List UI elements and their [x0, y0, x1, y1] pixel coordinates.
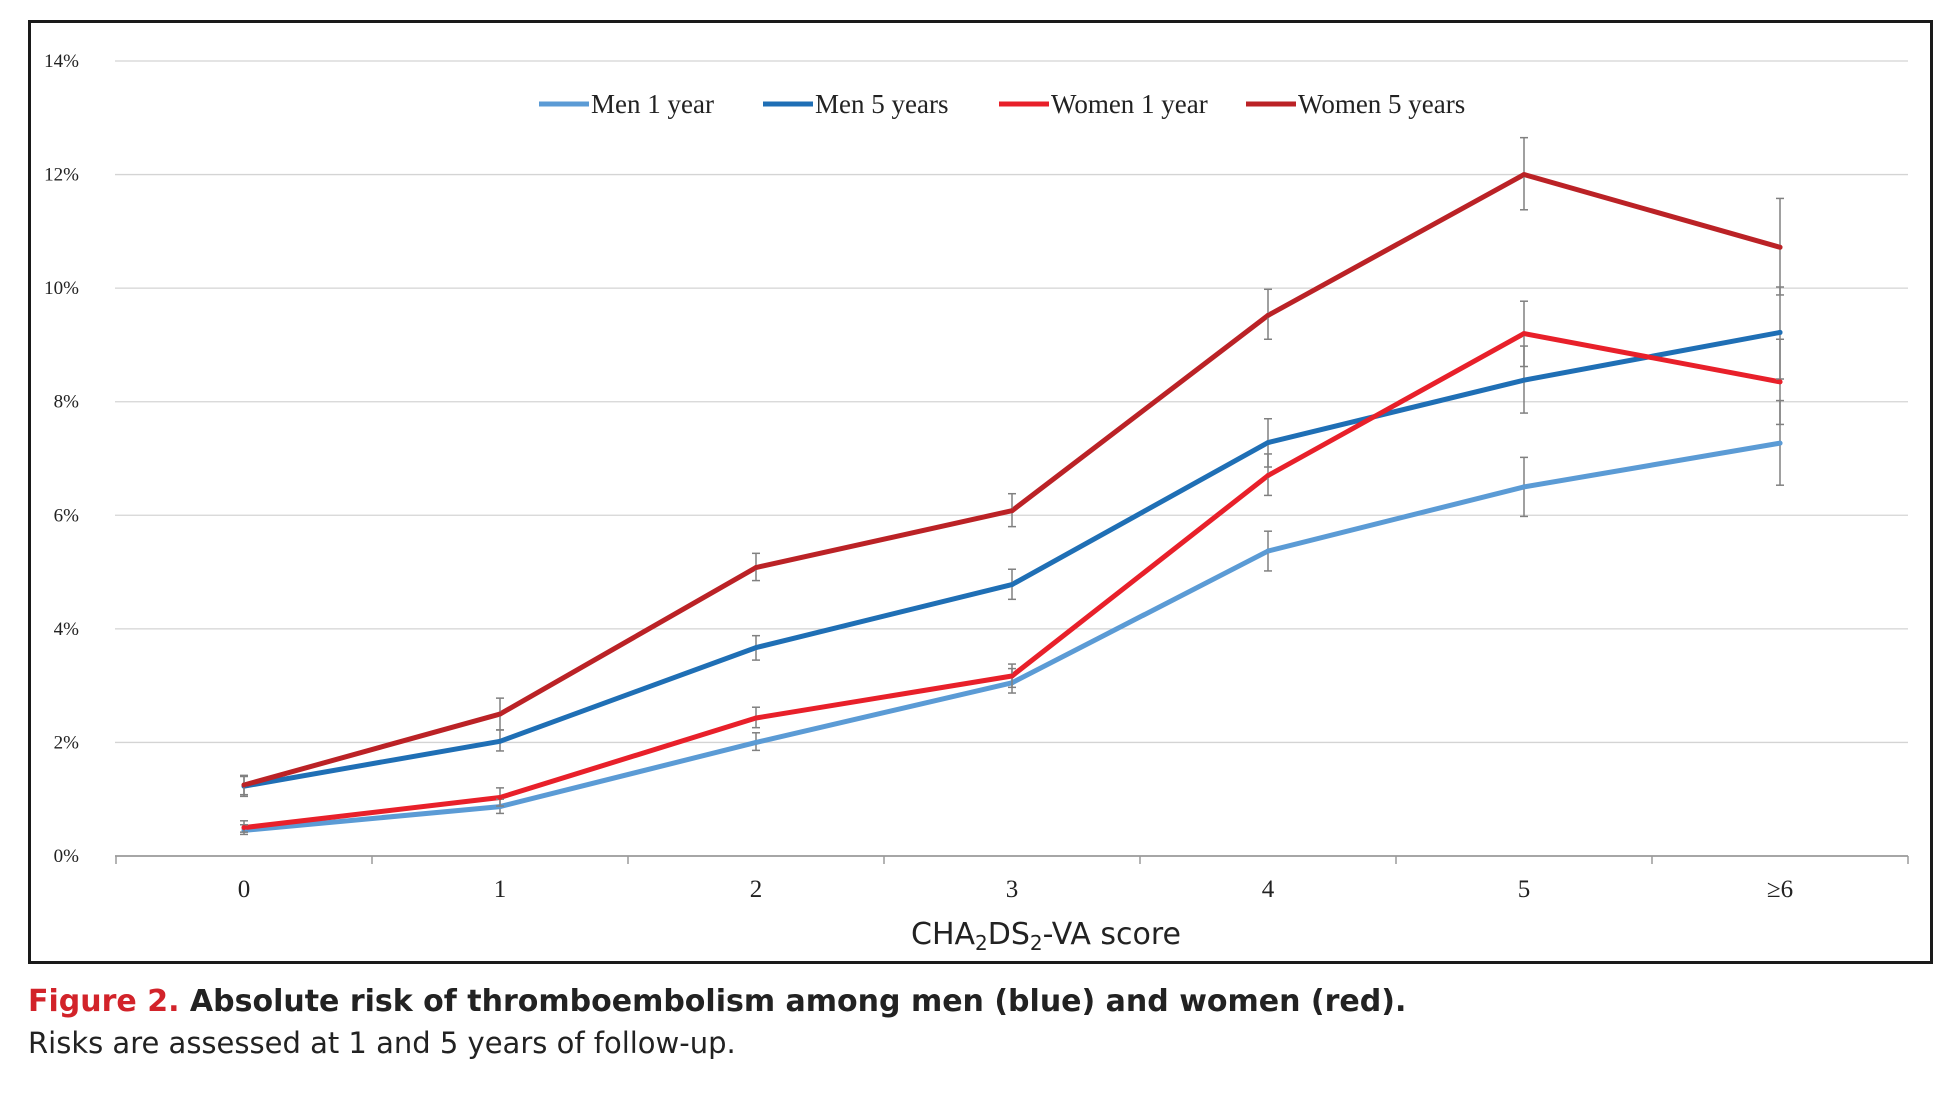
y-tick-label: 10% [44, 278, 79, 299]
error-bar [752, 732, 760, 752]
error-bar [496, 787, 504, 807]
error-bar [1776, 197, 1784, 296]
legend-item: Men 1 year [539, 89, 714, 119]
data-point [753, 739, 759, 745]
x-tick-label: 3 [1006, 876, 1019, 903]
caption-body: Risks are assessed at 1 and 5 years of f… [28, 1026, 736, 1060]
error-bars [240, 136, 1784, 836]
y-tick-label: 6% [54, 505, 80, 526]
series-line-1 [241, 329, 1783, 789]
y-tick-label: 8% [54, 392, 80, 413]
error-bar [752, 634, 760, 661]
error-bar [240, 774, 248, 796]
x-tick-label: 5 [1518, 876, 1531, 903]
data-point [1009, 508, 1015, 514]
error-bar [1520, 136, 1528, 211]
legend-item: Men 5 years [763, 89, 948, 119]
data-point [497, 795, 503, 801]
y-tick-label: 14% [44, 51, 79, 72]
x-tick-label: 4 [1262, 876, 1275, 903]
x-axis-title: CHA2DS2-VA score [911, 917, 1181, 955]
x-tick-label: 1 [494, 876, 507, 903]
data-point [1265, 473, 1271, 479]
data-point [241, 825, 247, 831]
y-tick-label: 0% [54, 846, 80, 867]
caption-title-text: Absolute risk of thromboembolism among m… [179, 984, 1407, 1019]
grid-lines [115, 60, 1908, 744]
data-point [1265, 440, 1271, 446]
error-bar [1008, 663, 1016, 689]
figure-label: Figure 2. [28, 984, 180, 1019]
data-point [1777, 244, 1783, 250]
chart-frame: 0% 2% 4% 6% 8% 10% 12% 14% 0 1 2 3 4 5 ≥6 Men 1 year M… [28, 20, 1933, 964]
data-point [1521, 377, 1527, 383]
line-chart: 0%2%4%6%8%10%12%14% 0 1 2 3 4 5 ≥6 Men 1 year M… [44, 51, 1909, 955]
x-tick-label: ≥6 [1767, 876, 1793, 903]
error-bar [240, 820, 248, 833]
error-bar [1008, 568, 1016, 601]
figure-caption: Figure 2. Absolute risk of thromboemboli… [28, 982, 1928, 1064]
data-point [497, 738, 503, 744]
caption-title: Figure 2. Absolute risk of thromboemboli… [28, 982, 1928, 1022]
error-bar [1520, 300, 1528, 368]
data-point [1009, 582, 1015, 588]
legend-item: Women 1 year [999, 89, 1208, 119]
data-point [1521, 484, 1527, 490]
error-bar [1520, 456, 1528, 518]
x-tick-label: 0 [238, 876, 251, 903]
x-tick-label: 2 [750, 876, 763, 903]
legend-label: Women 5 years [1298, 89, 1465, 119]
data-point [497, 711, 503, 717]
error-bar [1264, 288, 1272, 340]
data-point [1777, 329, 1783, 335]
legend-item: Women 5 years [1246, 89, 1465, 119]
error-bar [1776, 338, 1784, 426]
legend: Men 1 year Men 5 years Women 1 year Women 5… [539, 89, 1465, 119]
data-point [1777, 379, 1783, 385]
data-point [753, 645, 759, 651]
error-bar [752, 552, 760, 582]
y-tick-label: 2% [54, 732, 80, 753]
data-point [1265, 548, 1271, 554]
data-point [1521, 172, 1527, 178]
legend-label: Men 1 year [591, 89, 714, 119]
data-point [753, 565, 759, 571]
data-point [1777, 440, 1783, 446]
error-bar [496, 697, 504, 731]
legend-label: Men 5 years [815, 89, 948, 119]
data-point [241, 782, 247, 788]
data-point [753, 715, 759, 721]
legend-label: Women 1 year [1051, 89, 1208, 119]
data-point [1009, 673, 1015, 679]
y-tick-label: 4% [54, 619, 80, 640]
error-bar [752, 706, 760, 729]
x-axis-ticks: 0 1 2 3 4 5 ≥6 [238, 876, 1793, 903]
error-bar [1008, 492, 1016, 528]
data-point [1265, 312, 1271, 318]
error-bar [1264, 453, 1272, 497]
y-axis-ticks: 0% 2% 4% 6% 8% 10% 12% 14% [44, 51, 79, 867]
y-tick-label: 12% [44, 165, 79, 186]
error-bar [1264, 530, 1272, 572]
x-axis [115, 855, 1909, 864]
data-point [1521, 331, 1527, 337]
